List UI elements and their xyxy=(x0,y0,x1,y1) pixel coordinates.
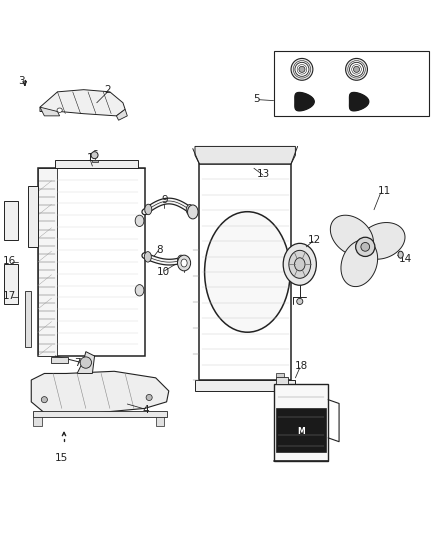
Polygon shape xyxy=(40,90,125,116)
Text: 1: 1 xyxy=(87,153,93,163)
Text: M: M xyxy=(297,427,305,436)
Text: 8: 8 xyxy=(156,245,163,255)
Ellipse shape xyxy=(177,255,184,265)
Polygon shape xyxy=(117,109,127,120)
Ellipse shape xyxy=(356,237,375,256)
Bar xyxy=(38,168,145,356)
Text: 16: 16 xyxy=(3,256,16,266)
Bar xyxy=(274,51,428,116)
Polygon shape xyxy=(330,215,374,256)
Text: 9: 9 xyxy=(161,195,168,205)
Bar xyxy=(4,264,18,304)
Text: 4: 4 xyxy=(142,405,149,415)
Text: 11: 11 xyxy=(378,187,391,196)
Polygon shape xyxy=(77,352,95,374)
Text: 14: 14 xyxy=(399,254,413,264)
Polygon shape xyxy=(350,93,369,111)
Ellipse shape xyxy=(295,62,309,76)
Ellipse shape xyxy=(205,212,290,332)
Text: 5: 5 xyxy=(253,94,259,104)
Polygon shape xyxy=(341,240,378,287)
Ellipse shape xyxy=(80,357,92,368)
Polygon shape xyxy=(38,168,57,356)
Bar xyxy=(51,357,68,362)
Ellipse shape xyxy=(187,205,198,219)
Ellipse shape xyxy=(181,259,187,267)
Bar xyxy=(33,410,166,417)
Ellipse shape xyxy=(186,205,193,215)
Text: 15: 15 xyxy=(54,453,67,463)
Text: 6: 6 xyxy=(91,150,98,160)
Ellipse shape xyxy=(146,394,152,400)
Text: 12: 12 xyxy=(307,235,321,245)
Ellipse shape xyxy=(135,215,144,227)
Ellipse shape xyxy=(145,252,151,262)
Polygon shape xyxy=(31,372,169,413)
Bar xyxy=(55,159,138,168)
Ellipse shape xyxy=(289,251,311,278)
Polygon shape xyxy=(295,93,314,111)
Text: 10: 10 xyxy=(156,267,170,277)
Ellipse shape xyxy=(283,244,316,285)
Ellipse shape xyxy=(294,258,305,271)
Ellipse shape xyxy=(350,62,364,76)
Text: 17: 17 xyxy=(3,291,16,301)
Ellipse shape xyxy=(299,66,305,72)
Bar xyxy=(274,384,328,461)
Polygon shape xyxy=(33,417,42,426)
Ellipse shape xyxy=(145,204,152,215)
Bar xyxy=(4,201,18,240)
Polygon shape xyxy=(28,185,38,247)
Polygon shape xyxy=(155,417,164,426)
Text: 3: 3 xyxy=(18,76,25,85)
Ellipse shape xyxy=(41,397,47,403)
Bar xyxy=(199,164,291,380)
Ellipse shape xyxy=(398,251,403,258)
Bar xyxy=(92,160,98,162)
Text: 18: 18 xyxy=(294,361,308,372)
Ellipse shape xyxy=(353,66,360,72)
Polygon shape xyxy=(25,290,31,348)
Polygon shape xyxy=(40,107,60,116)
Ellipse shape xyxy=(57,108,62,112)
Bar xyxy=(276,377,288,384)
Ellipse shape xyxy=(177,255,191,271)
Ellipse shape xyxy=(91,152,98,159)
Ellipse shape xyxy=(361,243,370,251)
Ellipse shape xyxy=(291,59,313,80)
Bar xyxy=(195,380,295,391)
Ellipse shape xyxy=(135,285,144,296)
Bar xyxy=(276,408,326,452)
Text: 2: 2 xyxy=(104,85,111,95)
Bar xyxy=(276,373,284,377)
Text: 13: 13 xyxy=(257,168,270,179)
Ellipse shape xyxy=(346,59,367,80)
Polygon shape xyxy=(358,223,405,259)
Ellipse shape xyxy=(297,298,303,304)
Polygon shape xyxy=(195,147,295,164)
Text: 7: 7 xyxy=(74,358,81,368)
